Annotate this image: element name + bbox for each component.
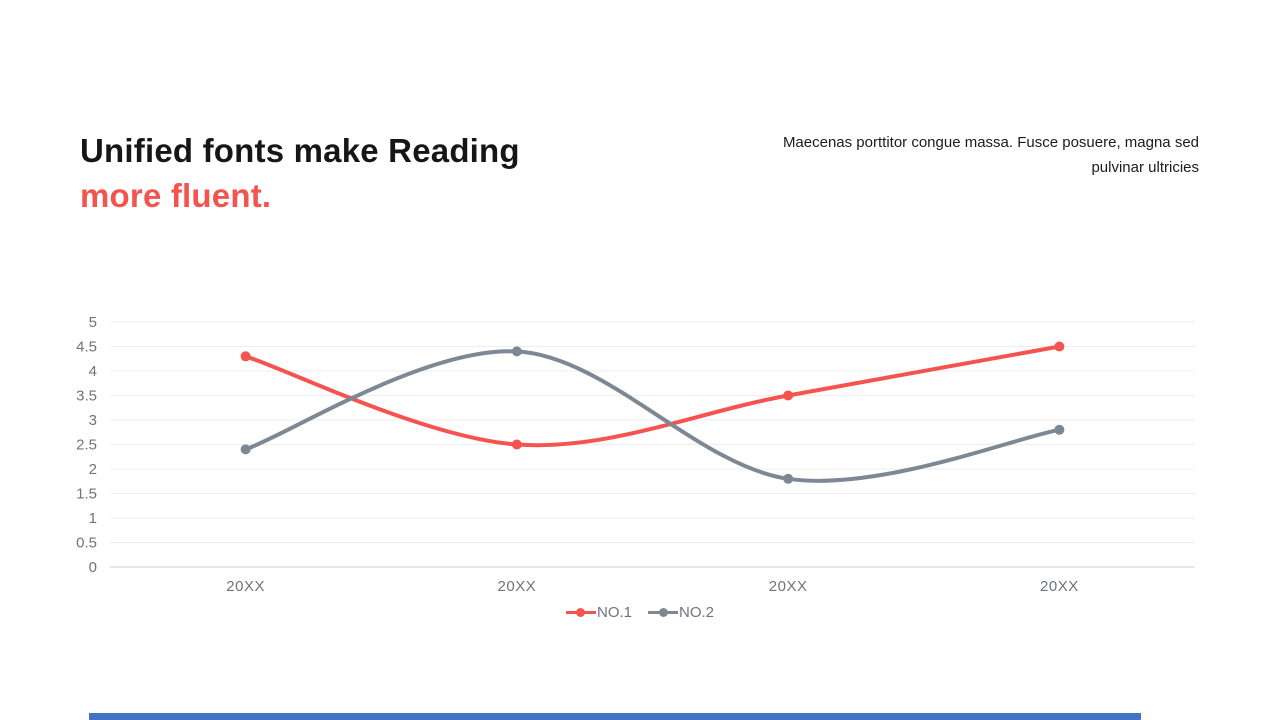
bottom-accent-bar [89,713,1141,720]
data-point-marker-NO.1 [511,439,522,450]
line-chart: 0 0.5 1 1.5 2 2.5 3 3.5 4 4.5 5 20XX 20XX 20XX 20XX [0,310,1280,600]
data-point-marker-NO.1 [240,351,251,362]
intro-paragraph: Maecenas porttitor congue massa. Fusce p… [782,134,1199,176]
y-axis-tick-label: 0 [89,559,97,576]
data-point-marker-NO.1 [1054,341,1065,352]
x-axis-tick-label: 20XX [769,578,808,595]
legend-label: NO.1 [596,603,632,621]
x-axis-tick-label: 20XX [1040,578,1079,595]
legend-line-marker-icon [565,607,596,617]
y-axis-tick-label: 1 [89,510,97,527]
slide-title-line-2-accent: more fluent. [80,177,272,214]
data-point-marker-NO.2 [240,444,251,455]
title-block: Unified fonts make Reading more fluent. [80,128,640,218]
x-axis-tick-label: 20XX [226,578,265,595]
series-line-NO.1 [243,344,1062,448]
x-axis-tick-label: 20XX [498,578,537,595]
y-axis-tick-label: 4.5 [76,339,97,356]
data-point-marker-NO.1 [783,390,794,401]
chart-svg: 0 0.5 1 1.5 2 2.5 3 3.5 4 4.5 5 20XX 20XX 20XX 20XX [76,314,1195,595]
y-axis-tick-label: 2.5 [76,437,97,454]
data-point-marker-NO.2 [511,346,522,357]
data-point-marker-NO.2 [1054,424,1065,435]
y-axis-tick-label: 3.5 [76,388,97,405]
y-axis-tick-label: 0.5 [76,535,97,552]
slide-title-line-1: Unified fonts make Reading [80,132,520,169]
legend-item-NO.1: NO.1 [565,603,632,621]
legend-item-NO.2: NO.2 [648,604,714,621]
y-axis-tick-label: 1.5 [76,486,97,503]
y-axis-tick-label: 2 [89,461,97,478]
chart-legend: NO.1 NO.2 [0,600,1280,624]
legend-line-marker-icon [648,607,678,617]
y-axis-tick-label: 3 [89,412,97,429]
y-axis-tick-label: 4 [89,363,97,380]
slide-title: Unified fonts make Reading more fluent. [80,128,640,218]
legend-label: NO.2 [679,603,715,621]
y-axis-tick-label: 5 [89,314,97,331]
series-line-NO.2 [243,349,1062,483]
data-point-marker-NO.2 [783,473,794,484]
